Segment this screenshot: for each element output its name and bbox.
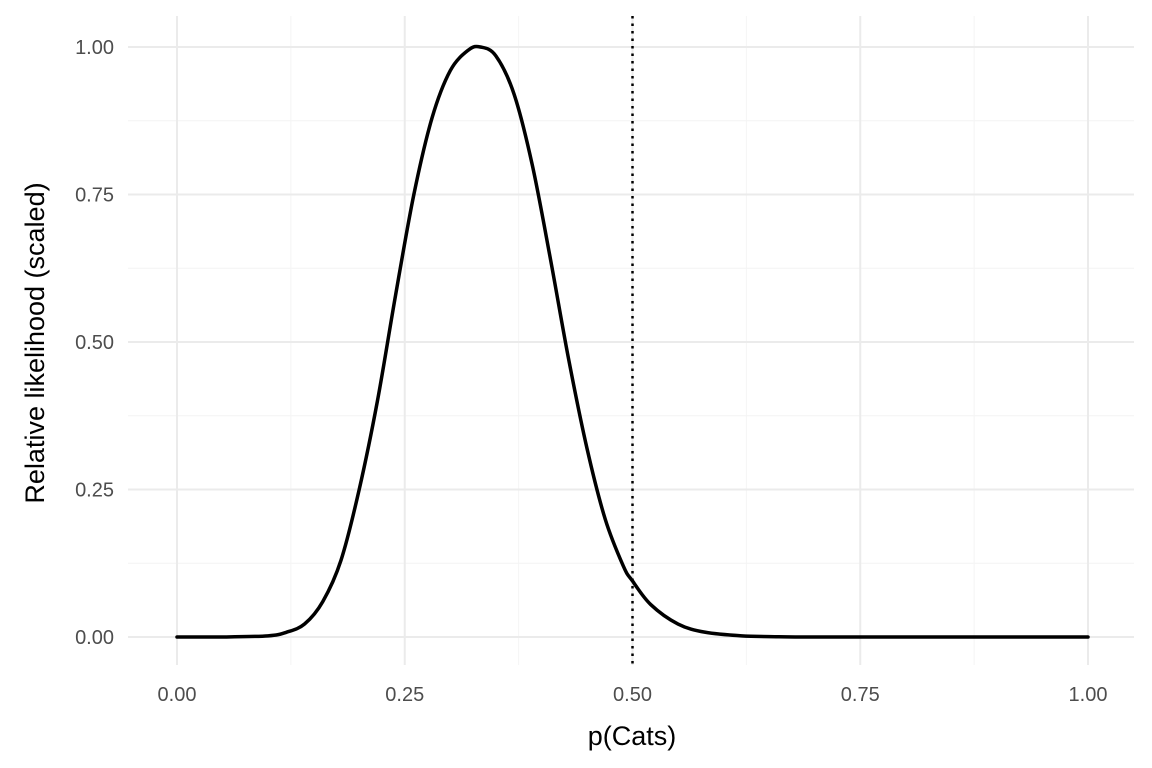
y-tick-label: 0.50 [75,332,114,354]
y-tick-label: 0.25 [75,480,114,502]
y-tick-label: 1.00 [75,37,114,59]
x-tick-label: 1.00 [1069,684,1108,706]
series-layer [175,44,1090,639]
major-gridlines [128,16,1134,665]
y-axis-title: Relative likelihood (scaled) [20,182,50,503]
x-tick-label: 0.25 [385,684,424,706]
x-tick-label: 0.75 [841,684,880,706]
x-tick-label: 0.50 [613,684,652,706]
y-tick-labels: 0.00 0.25 0.50 0.75 1.00 [75,37,114,649]
y-tick-label: 0.00 [75,627,114,649]
x-axis-title: p(Cats) [588,721,677,751]
y-tick-label: 0.75 [75,185,114,207]
minor-gridlines [128,16,1134,665]
likelihood-curve [175,44,1090,639]
x-tick-labels: 0.00 0.25 0.50 0.75 1.00 [158,684,1108,706]
x-tick-label: 0.00 [158,684,197,706]
